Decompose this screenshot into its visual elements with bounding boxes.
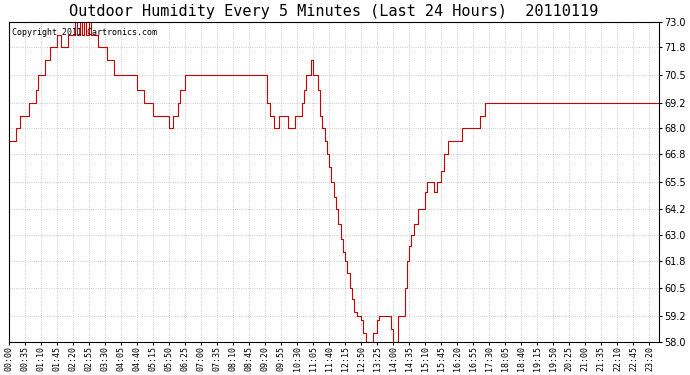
Text: Copyright 2011 Cartronics.com: Copyright 2011 Cartronics.com: [12, 28, 157, 37]
Title: Outdoor Humidity Every 5 Minutes (Last 24 Hours)  20110119: Outdoor Humidity Every 5 Minutes (Last 2…: [69, 4, 598, 19]
